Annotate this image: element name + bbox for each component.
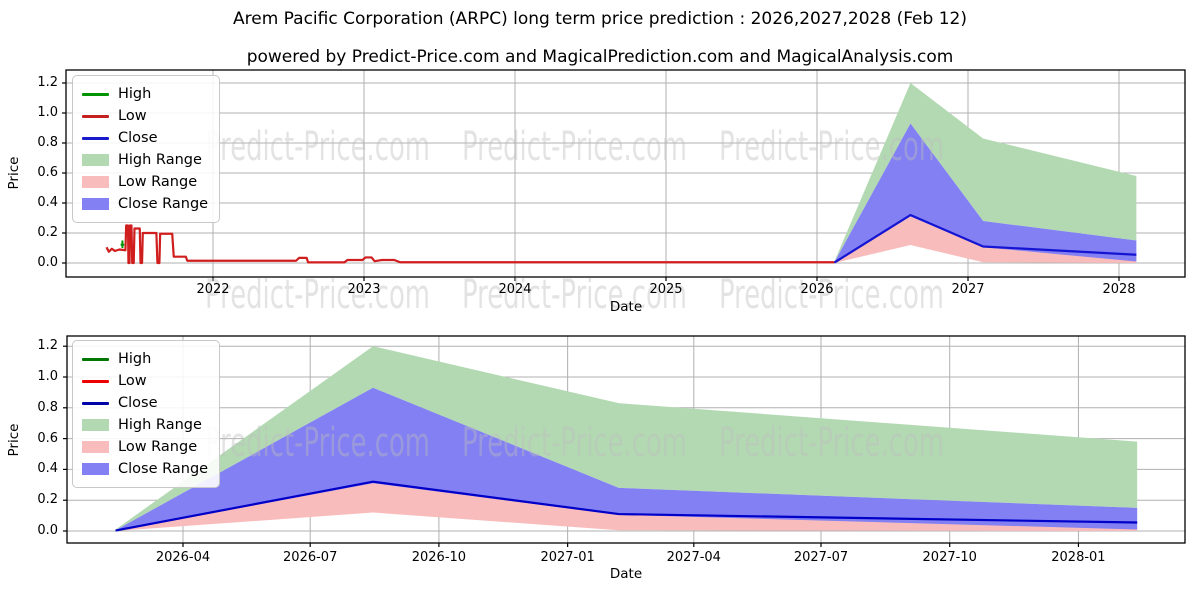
legend-item-low-range: Low Range	[82, 436, 208, 458]
legend-swatch-close-range	[82, 198, 109, 210]
legend-item-close: Close	[82, 392, 208, 414]
legend-swatch-close	[82, 401, 109, 405]
legend-overview: High Low Close High Range Low Range Close Ran…	[72, 75, 221, 223]
band-high-range	[115, 346, 1138, 531]
legend-label: High	[118, 86, 152, 102]
legend-label: Low Range	[118, 174, 198, 190]
plot-border	[66, 335, 1186, 544]
legend-label: Close Range	[118, 461, 209, 477]
legend-label: Low	[118, 373, 147, 389]
chart-subtitle: powered by Predict-Price.com and Magical…	[246, 47, 954, 67]
band-close-range	[834, 123, 1137, 263]
legend-swatch-high	[82, 357, 109, 361]
legend-label: Low Range	[118, 439, 198, 455]
series-close-prediction-	[115, 480, 1138, 532]
legend-label: Low	[118, 108, 147, 124]
legend-label: High	[118, 351, 152, 367]
legend-item-close-range: Close Range	[82, 193, 208, 215]
legend-swatch-high	[82, 92, 109, 96]
legend-swatch-low-range	[82, 441, 109, 453]
band-high-range	[834, 83, 1137, 263]
legend-item-low: Low	[82, 370, 208, 392]
chart-title: Arem Pacific Corporation (ARPC) long ter…	[233, 9, 967, 29]
legend-item-close-range: Close Range	[82, 458, 208, 480]
legend-item-high: High	[82, 348, 208, 370]
legend-swatch-low	[82, 379, 109, 383]
legend-swatch-high-range	[82, 419, 109, 431]
legend-item-high-range: High Range	[82, 414, 208, 436]
series-close-prediction-	[833, 213, 1137, 264]
legend-swatch-close-range	[82, 463, 109, 475]
legend-label: Close	[118, 130, 158, 146]
legend-label: High Range	[118, 417, 202, 433]
legend-label: Close	[118, 395, 158, 411]
legend-item-high: High	[82, 83, 208, 105]
legend-item-close: Close	[82, 127, 208, 149]
series-low-historical-	[105, 224, 835, 265]
legend-item-high-range: High Range	[82, 149, 208, 171]
legend-label: Close Range	[118, 196, 209, 212]
legend-item-low-range: Low Range	[82, 171, 208, 193]
legend-item-low: Low	[82, 105, 208, 127]
legend-swatch-close	[82, 136, 109, 140]
band-close-range	[115, 387, 1138, 531]
legend-label: High Range	[118, 152, 202, 168]
legend-swatch-high-range	[82, 154, 109, 166]
legend-detail: High Low Close High Range Low Range Close Ran…	[72, 340, 221, 488]
legend-swatch-low	[82, 114, 109, 118]
legend-swatch-low-range	[82, 176, 109, 188]
